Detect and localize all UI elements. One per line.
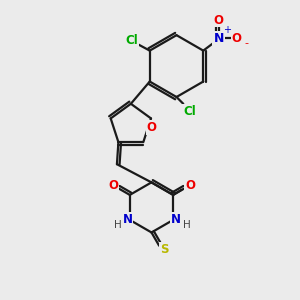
Text: O: O: [185, 179, 195, 192]
Text: +: +: [223, 25, 230, 35]
Text: N: N: [213, 32, 224, 45]
Text: O: O: [232, 32, 242, 45]
Text: H: H: [182, 220, 190, 230]
Text: H: H: [114, 220, 121, 230]
Text: O: O: [147, 122, 157, 134]
Text: -: -: [244, 38, 249, 48]
Text: S: S: [160, 243, 169, 256]
Text: Cl: Cl: [183, 105, 196, 118]
Text: Cl: Cl: [126, 34, 138, 47]
Text: N: N: [122, 213, 132, 226]
Text: O: O: [214, 14, 224, 26]
Text: N: N: [170, 213, 181, 226]
Text: O: O: [108, 179, 118, 192]
